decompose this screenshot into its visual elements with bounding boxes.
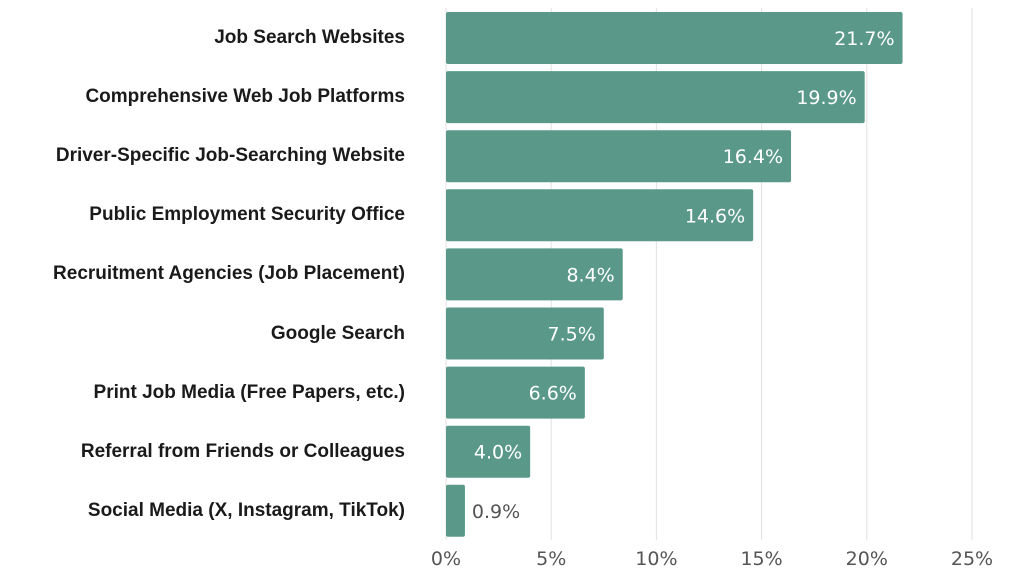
bar-value-label: 0.9% xyxy=(472,501,520,523)
x-tick-label: 25% xyxy=(951,548,993,570)
category-label: Referral from Friends or Colleagues xyxy=(80,440,405,462)
x-tick-label: 15% xyxy=(740,548,782,570)
category-label: Print Job Media (Free Papers, etc.) xyxy=(93,381,405,403)
bar-value-label: 8.4% xyxy=(566,264,614,286)
x-tick-label: 10% xyxy=(635,548,677,570)
bar-value-label: 4.0% xyxy=(474,442,522,464)
category-label: Comprehensive Web Job Platforms xyxy=(85,86,405,108)
category-label: Social Media (X, Instagram, TikTok) xyxy=(87,499,405,521)
category-label: Public Employment Security Office xyxy=(89,204,405,226)
category-label: Google Search xyxy=(270,322,405,344)
bar-value-label: 6.6% xyxy=(529,383,577,405)
category-label: Recruitment Agencies (Job Placement) xyxy=(53,263,405,285)
bar-value-label: 21.7% xyxy=(834,28,894,50)
bar xyxy=(446,130,792,183)
bar-value-label: 19.9% xyxy=(796,87,856,109)
category-label: Driver-Specific Job-Searching Website xyxy=(55,145,405,167)
category-label: Job Search Websites xyxy=(214,27,405,48)
x-tick-label: 5% xyxy=(536,548,566,570)
bar-value-label: 7.5% xyxy=(548,324,596,346)
bar xyxy=(446,366,585,419)
bar xyxy=(446,307,604,360)
bar xyxy=(446,248,623,301)
bar xyxy=(446,71,865,124)
bar-value-label: 14.6% xyxy=(685,205,745,227)
bar-value-label: 16.4% xyxy=(723,146,783,168)
bar xyxy=(446,484,465,537)
bar xyxy=(446,189,754,242)
x-tick-label: 0% xyxy=(431,548,461,570)
bar xyxy=(446,12,903,64)
bar xyxy=(446,425,531,478)
x-tick-label: 20% xyxy=(846,548,888,570)
